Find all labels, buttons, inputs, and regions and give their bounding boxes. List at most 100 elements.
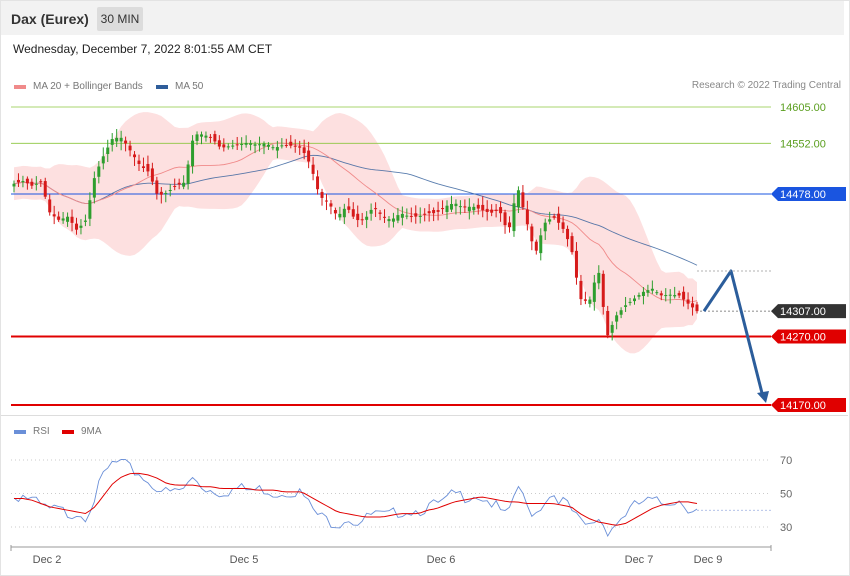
candle-body <box>342 208 346 218</box>
candle-body <box>637 295 641 297</box>
candle-body <box>561 222 565 229</box>
candle-body <box>490 209 494 213</box>
candle-body <box>641 291 645 297</box>
candle-body <box>668 294 672 296</box>
candle-body <box>293 145 297 147</box>
candle-body <box>405 215 409 217</box>
candle-body <box>83 220 87 222</box>
candle-body <box>592 282 596 302</box>
candle-body <box>338 213 342 218</box>
candle-body <box>57 216 61 220</box>
candle-body <box>418 215 422 217</box>
candle-body <box>155 180 159 194</box>
candle-body <box>463 206 467 208</box>
candle-body <box>333 209 337 214</box>
level-14270-00-tag <box>771 329 846 344</box>
candle-body <box>351 209 355 217</box>
candle-body <box>686 299 690 304</box>
candle-body <box>646 290 650 293</box>
candle-body <box>543 222 547 232</box>
candle-body <box>150 168 154 182</box>
ma20-legend-label: MA 20 + Bollinger Bands <box>33 81 143 92</box>
candle-body <box>525 209 529 225</box>
candle-body <box>115 137 119 142</box>
candle-body <box>356 213 360 221</box>
copyright-text: Research © 2022 Trading Central <box>691 80 841 91</box>
candle-body <box>557 213 561 223</box>
candle-body <box>347 206 351 210</box>
candle-body <box>43 181 47 197</box>
candle-body <box>289 141 293 146</box>
candle-body <box>271 147 275 149</box>
candle-body <box>588 299 592 304</box>
instrument-title: Dax (Eurex) <box>11 11 89 27</box>
candle-body <box>119 137 123 142</box>
candle-body <box>231 145 235 147</box>
level-14478-00-tag <box>771 187 846 202</box>
candle-body <box>159 191 163 195</box>
candle-body <box>481 204 485 211</box>
candle-body <box>186 164 190 184</box>
candle-body <box>606 310 610 336</box>
candle-body <box>21 181 25 183</box>
candle-body <box>101 156 105 164</box>
projection-arrowhead <box>757 391 769 403</box>
candle-body <box>508 222 512 228</box>
candle-body <box>633 298 637 302</box>
candle-body <box>360 219 364 221</box>
candle-body <box>92 178 96 198</box>
candle-body <box>266 144 270 147</box>
candle-body <box>280 145 284 147</box>
candle-body <box>217 140 221 147</box>
timeframe-button[interactable]: 30 MIN <box>97 7 143 31</box>
candle-body <box>436 210 440 212</box>
candle-body <box>191 140 195 167</box>
candle-body <box>512 203 516 232</box>
candle-body <box>133 154 137 158</box>
candle-body <box>307 150 311 162</box>
candle-body <box>253 144 257 146</box>
candle-body <box>695 304 699 312</box>
candle-body <box>454 203 458 207</box>
candle-body <box>311 164 315 174</box>
candle-body <box>110 139 114 145</box>
bollinger-band <box>14 112 697 354</box>
candle-body <box>12 183 16 187</box>
level-14170-00-label: 14170.00 <box>780 400 826 412</box>
candle-body <box>409 215 413 217</box>
candle-body <box>673 295 677 297</box>
candle-body <box>365 216 369 220</box>
candle-body <box>199 134 203 137</box>
candle-body <box>262 143 266 147</box>
candle-body <box>441 208 445 210</box>
candle-body <box>570 236 574 253</box>
candle-body <box>494 209 498 211</box>
candle-body <box>137 160 141 164</box>
projection-arrow <box>702 269 765 398</box>
candle-body <box>449 204 453 210</box>
candle-body <box>208 136 212 138</box>
candles-group <box>12 129 699 341</box>
x-tick-label: Dec 5 <box>230 554 259 566</box>
level-14170-00-tag <box>771 398 846 412</box>
candle-body <box>682 291 686 300</box>
rsi-tick-label: 70 <box>780 455 792 467</box>
candle-body <box>106 147 110 155</box>
candle-body <box>128 145 132 151</box>
candle-body <box>244 142 248 145</box>
candle-body <box>204 135 208 138</box>
candle-body <box>79 225 83 228</box>
candle-body <box>472 206 476 211</box>
candle-body <box>164 193 168 195</box>
candle-body <box>146 163 150 172</box>
x-tick-label: Dec 2 <box>33 554 62 566</box>
candle-body <box>400 213 404 218</box>
candle-body <box>182 182 186 187</box>
rsi-ma9-line <box>14 472 698 526</box>
candle-body <box>423 213 427 215</box>
candle-body <box>677 293 681 296</box>
candle-body <box>222 144 226 148</box>
rsi-line <box>13 459 698 538</box>
candle-body <box>258 144 262 146</box>
